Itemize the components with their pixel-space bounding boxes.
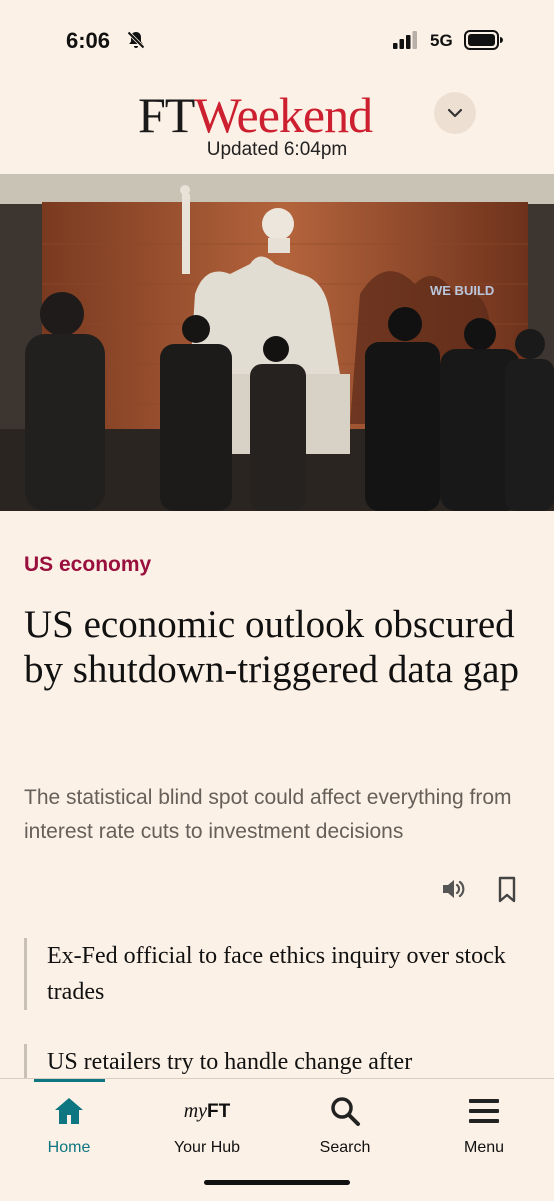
bookmark-icon (498, 876, 516, 903)
tab-your-hub[interactable]: myFT Your Hub (152, 1093, 262, 1157)
chevron-down-icon (447, 108, 463, 118)
article-standfirst[interactable]: The statistical blind spot could affect … (24, 786, 512, 843)
save-article-button[interactable] (497, 876, 517, 909)
tab-menu-label: Menu (463, 1139, 505, 1156)
myft-logo: myFT (152, 1093, 262, 1129)
menu-icon (429, 1093, 539, 1129)
search-icon (290, 1093, 400, 1129)
home-indicator[interactable] (204, 1180, 350, 1185)
related-story-link[interactable]: Ex-Fed official to face ethics inquiry o… (24, 938, 547, 1010)
ft-weekend-logo[interactable]: FTWeekend (138, 86, 373, 144)
audio-button[interactable] (440, 876, 466, 907)
home-icon (14, 1093, 124, 1129)
tab-home[interactable]: Home (14, 1093, 124, 1157)
tab-search-label: Search (319, 1139, 371, 1156)
tab-search[interactable]: Search (290, 1093, 400, 1157)
battery-icon (464, 30, 504, 55)
silent-bell-icon (126, 30, 146, 55)
status-bar: 6:06 5G (0, 0, 554, 82)
tab-home-label: Home (47, 1139, 91, 1156)
hero-image[interactable]: WE BUILD (0, 174, 554, 511)
logo-weekend: Weekend (194, 87, 373, 143)
myft-my: my (183, 1099, 208, 1122)
related-story-link[interactable]: US retailers try to handle change after (24, 1044, 547, 1080)
signal-icon (393, 31, 419, 54)
tab-menu[interactable]: Menu (429, 1093, 539, 1157)
tab-your-hub-label: Your Hub (173, 1139, 241, 1156)
updated-time: Updated 6:04pm (206, 139, 348, 160)
hero-wall-text: WE BUILD (430, 283, 494, 298)
active-tab-indicator (34, 1079, 105, 1082)
speaker-icon (443, 880, 465, 898)
section-tag-link[interactable]: US economy (24, 553, 152, 576)
network-type: 5G (430, 31, 453, 50)
myft-ft: FT (207, 1100, 231, 1122)
article-headline[interactable]: US economic outlook obscured by shutdown… (24, 603, 519, 691)
logo-ft: FT (138, 87, 195, 143)
masthead: FTWeekend Updated 6:04pm (0, 82, 554, 172)
edition-dropdown-button[interactable] (434, 92, 476, 134)
article-tools (0, 876, 554, 906)
status-time: 6:06 (66, 28, 111, 53)
